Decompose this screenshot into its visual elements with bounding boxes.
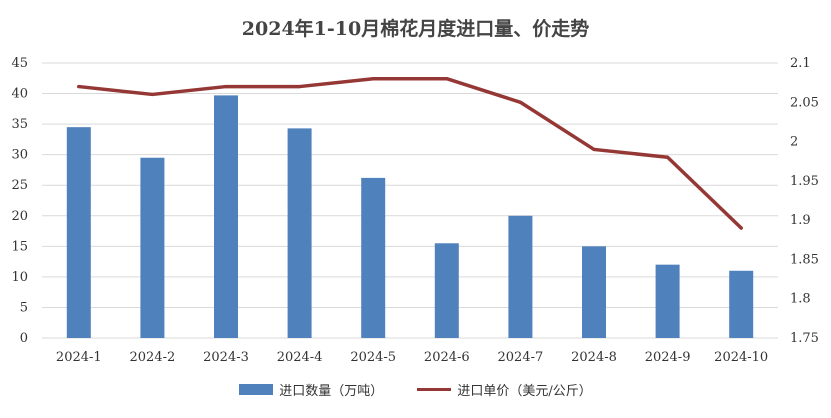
y-left-tick-label: 20 [11,209,28,224]
price-point [371,77,375,81]
y-right-tick-label: 1.9 [790,213,811,228]
legend-label-quantity: 进口数量（万吨） [279,383,384,399]
bar [287,128,312,338]
bar [214,95,238,338]
x-tick-label: 2024-8 [571,350,617,365]
y-left-tick-label: 40 [11,87,28,102]
y-left-tick-label: 30 [11,148,28,163]
legend-swatch-quantity [239,383,274,395]
y-left-tick-label: 35 [11,117,28,132]
x-tick-label: 2024-6 [424,350,470,365]
y-left-tick-label: 15 [11,239,28,254]
bar [582,246,606,338]
bar [140,157,165,338]
y-right-tick-label: 1.95 [790,174,819,189]
y-left-tick-label: 45 [11,56,28,71]
bar [655,264,680,338]
legend-item-quantity: 进口数量（万吨） [239,380,383,399]
price-line [77,76,743,230]
chart-legend: 进口数量（万吨） 进口单价（美元/公斤） [0,376,831,402]
x-tick-label: 2024-5 [350,350,396,365]
price-point [666,155,670,159]
x-tick-label: 2024-1 [56,350,102,365]
y-left-tick-label: 0 [20,331,28,346]
y-right-tick-label: 1.8 [790,292,811,307]
y-right-tick-label: 1.85 [790,252,819,267]
x-tick-label: 2024-4 [277,350,323,365]
y-left-tick-label: 10 [11,270,28,285]
y-right-tick-label: 2.1 [790,56,811,71]
price-point [518,100,522,104]
y-right-tick-label: 1.75 [790,331,819,346]
chart-title: 2024年1-10月棉花月度进口量、价走势 [241,18,590,40]
price-point [445,77,449,81]
bar [434,243,459,338]
x-tick-label: 2024-10 [714,350,768,365]
y-left-tick-label: 25 [11,178,28,193]
y-right-tick-label: 2.05 [790,95,819,110]
legend-item-price: 进口单价（美元/公斤） [417,380,592,399]
legend-swatch-price [417,387,452,391]
bar [729,270,754,338]
bar [361,177,386,338]
x-tick-label: 2024-2 [130,350,176,365]
y-right-tick-label: 2 [790,135,798,150]
price-point [592,147,596,151]
x-tick-label: 2024-3 [203,350,249,365]
price-point [739,226,743,230]
legend-label-price: 进口单价（美元/公斤） [457,383,592,399]
price-point [150,92,154,96]
y-left-tick-label: 5 [20,300,28,315]
price-point [224,85,228,89]
bar [508,215,533,338]
x-tick-label: 2024-7 [498,350,544,365]
price-point [77,85,81,89]
bar [66,127,91,339]
price-point [298,85,302,89]
x-tick-label: 2024-9 [645,350,691,365]
